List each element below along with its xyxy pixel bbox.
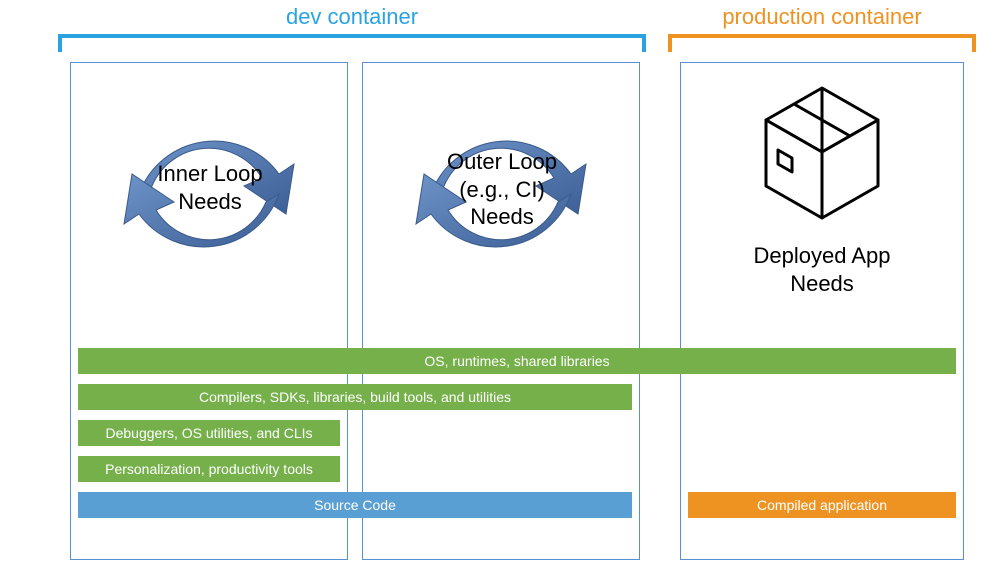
dev-header-label: dev container	[58, 4, 646, 30]
prod-box-label-line2: Needs	[790, 271, 854, 296]
package-box-icon	[752, 80, 892, 230]
prod-header-label: production container	[668, 4, 976, 30]
inner-loop-label-line1: Inner Loop	[157, 161, 262, 186]
layer-source-code: Source Code	[78, 492, 632, 518]
outer-loop-label-line3: Needs	[470, 204, 534, 229]
dev-bracket	[58, 34, 646, 52]
outer-loop-label-line2: (e.g., CI)	[459, 177, 545, 202]
layer-personalization: Personalization, productivity tools	[78, 456, 340, 482]
layer-os-runtimes: OS, runtimes, shared libraries	[78, 348, 956, 374]
prod-box-label: Deployed App Needs	[700, 242, 944, 297]
layer-compilers: Compilers, SDKs, libraries, build tools,…	[78, 384, 632, 410]
prod-box-label-line1: Deployed App	[754, 243, 891, 268]
outer-loop-label-line1: Outer Loop	[447, 149, 557, 174]
inner-loop-label: Inner Loop Needs	[120, 160, 300, 215]
prod-bracket	[668, 34, 976, 52]
layer-compiled-app: Compiled application	[688, 492, 956, 518]
inner-loop-label-line2: Needs	[178, 189, 242, 214]
layer-debuggers: Debuggers, OS utilities, and CLIs	[78, 420, 340, 446]
outer-loop-label: Outer Loop (e.g., CI) Needs	[412, 148, 592, 231]
